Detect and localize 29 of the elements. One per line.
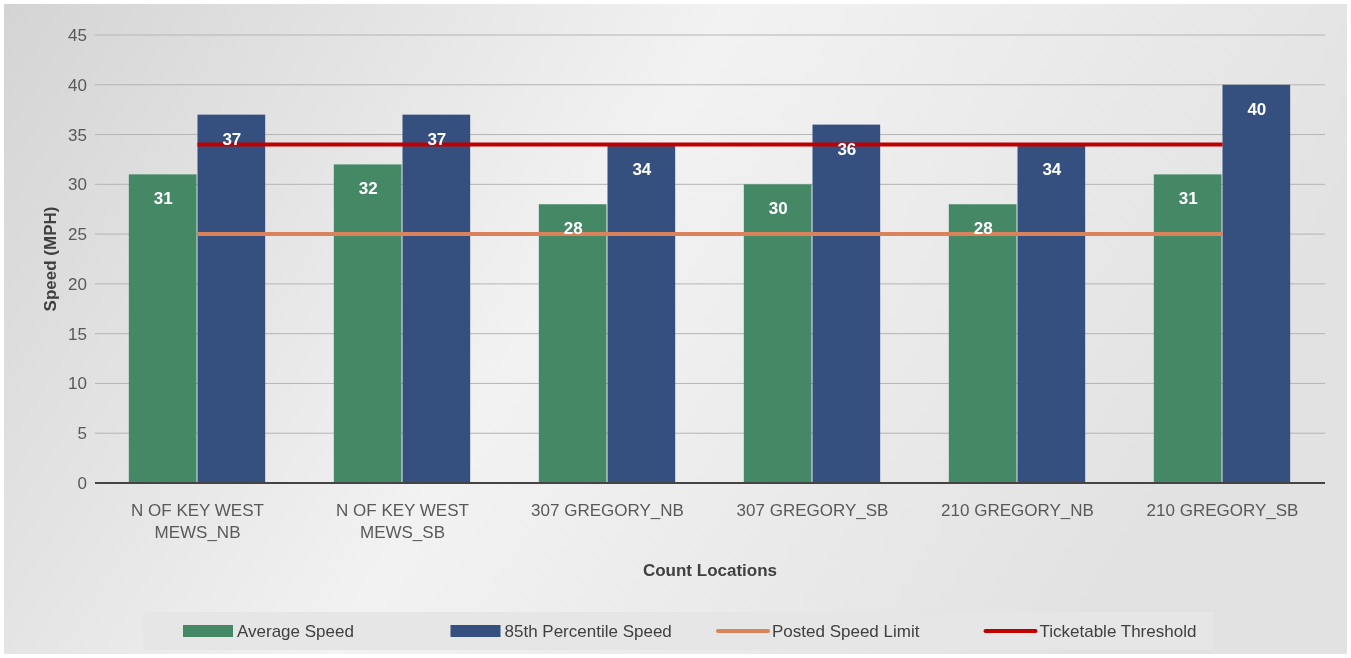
- data-label: 40: [1247, 99, 1267, 119]
- y-tick-label: 40: [68, 75, 87, 95]
- y-tick-label: 15: [68, 324, 87, 344]
- data-label: 34: [1042, 159, 1062, 179]
- y-tick-label: 25: [68, 225, 87, 245]
- y-tick-label: 5: [77, 424, 87, 444]
- data-label: 30: [768, 199, 788, 219]
- y-tick-label: 10: [68, 374, 87, 394]
- y-tick-label: 35: [68, 125, 87, 145]
- x-tick-label: 307 GREGORY_SB: [736, 501, 889, 520]
- x-tick-label: 210 GREGORY_SB: [1146, 501, 1299, 520]
- data-label: 31: [153, 189, 173, 209]
- legend-label: Average Speed: [237, 621, 354, 641]
- y-tick-label: 20: [68, 274, 87, 294]
- x-tick-label: 210 GREGORY_NB: [941, 501, 1094, 520]
- y-axis-title: Speed (MPH): [41, 206, 60, 312]
- legend-label: Ticketable Threshold: [1039, 621, 1197, 641]
- legend-label: 85th Percentile Speed: [504, 621, 672, 641]
- y-tick-label: 0: [77, 473, 87, 493]
- x-tick-label: N OF KEY WEST MEWS_SB: [336, 501, 469, 542]
- y-tick-label: 30: [68, 175, 87, 195]
- x-tick-label: 307 GREGORY_NB: [531, 501, 684, 520]
- data-label: 31: [1178, 189, 1198, 209]
- data-label: 32: [358, 179, 378, 199]
- legend-label: Posted Speed Limit: [772, 621, 920, 641]
- x-axis-title: Count Locations: [642, 561, 778, 580]
- x-tick-label: N OF KEY WEST MEWS_NB: [131, 501, 264, 542]
- data-label: 34: [632, 159, 652, 179]
- y-tick-label: 45: [68, 25, 87, 45]
